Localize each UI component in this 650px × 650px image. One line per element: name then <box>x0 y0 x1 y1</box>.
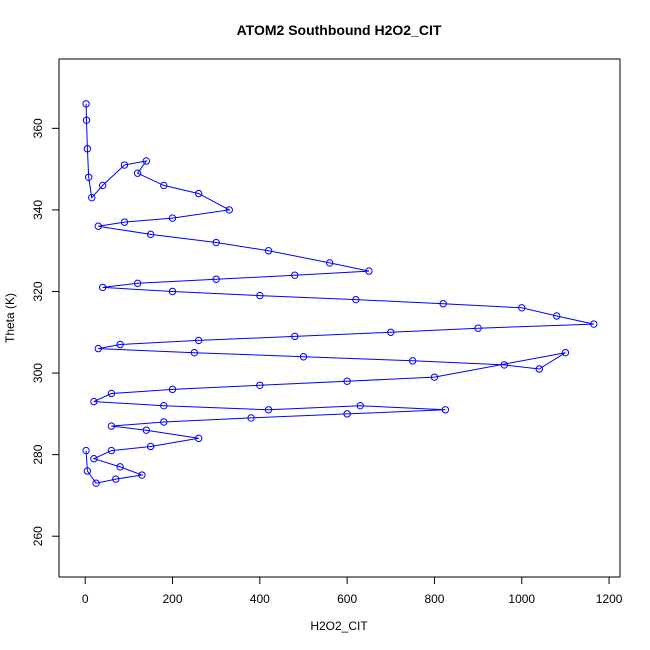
data-point <box>142 426 151 434</box>
data-point <box>225 206 233 214</box>
y-tick-label: 360 <box>31 118 45 138</box>
data-point <box>535 365 543 373</box>
series-line <box>85 103 594 484</box>
data-point <box>356 401 364 410</box>
data-point <box>98 283 107 292</box>
data-point <box>343 410 351 418</box>
data-point <box>88 193 96 202</box>
data-point <box>552 312 561 320</box>
data-point <box>247 414 255 422</box>
data-point <box>116 340 124 349</box>
data-point <box>92 479 100 487</box>
x-tick-label: 0 <box>82 592 89 606</box>
data-point <box>190 348 199 357</box>
data-point <box>83 467 92 475</box>
data-point <box>83 145 92 153</box>
data-point <box>90 397 98 406</box>
y-tick-label: 260 <box>31 526 45 546</box>
data-point <box>590 320 598 328</box>
data-point <box>116 463 124 471</box>
y-axis: 260 280 300 320 340 360 <box>31 118 60 546</box>
y-tick-label: 320 <box>31 281 45 301</box>
data-point <box>256 381 264 389</box>
x-tick-label: 400 <box>250 592 270 606</box>
x-tick-label: 600 <box>337 592 357 606</box>
data-point <box>133 169 142 177</box>
x-axis-label: H2O2_CIT <box>310 619 368 633</box>
data-point <box>195 189 203 198</box>
data-point <box>168 385 177 394</box>
data-point <box>120 218 129 226</box>
x-tick-label: 1000 <box>508 592 535 606</box>
data-point <box>518 304 526 312</box>
data-point <box>84 173 93 181</box>
data-point <box>291 271 299 279</box>
y-tick-label: 280 <box>31 444 45 464</box>
data-point <box>325 259 334 267</box>
data-point <box>256 291 264 300</box>
data-point <box>160 418 168 426</box>
data-point <box>138 471 146 479</box>
data-point <box>408 357 417 365</box>
chart-title: ATOM2 Southbound H2O2_CIT <box>237 22 442 38</box>
data-point <box>107 389 116 398</box>
data-point <box>195 434 203 443</box>
data-point <box>107 446 116 455</box>
y-axis-label: Theta (K) <box>3 293 17 343</box>
data-point <box>94 222 102 230</box>
y-tick-label: 340 <box>31 200 45 220</box>
data-point <box>343 377 351 385</box>
data-point <box>146 230 155 239</box>
data-point <box>561 348 570 357</box>
data-point <box>160 401 168 410</box>
data-point <box>365 267 373 275</box>
data-point <box>90 455 98 463</box>
data-point <box>98 181 107 190</box>
data-point <box>107 422 116 430</box>
data-point <box>474 324 482 332</box>
data-point <box>291 332 299 341</box>
data-point <box>120 161 129 169</box>
data-point <box>195 336 203 345</box>
data-point <box>264 406 273 414</box>
x-axis: 0 200 400 600 800 1000 1200 <box>82 576 623 606</box>
data-point <box>299 353 308 361</box>
data-point <box>82 116 91 124</box>
x-tick-label: 200 <box>162 592 182 606</box>
data-point <box>212 238 220 247</box>
data-point <box>160 181 168 190</box>
data-point <box>439 300 447 308</box>
data-point <box>112 475 120 483</box>
x-tick-label: 1200 <box>596 592 623 606</box>
data-point <box>146 442 155 451</box>
data-point <box>264 247 273 255</box>
series-layer <box>82 100 598 487</box>
data-point <box>168 287 177 296</box>
data-point <box>142 157 151 165</box>
data-point <box>133 279 142 288</box>
data-point <box>82 100 90 108</box>
data-point <box>168 214 177 222</box>
data-point <box>352 295 360 304</box>
data-point <box>387 328 395 336</box>
data-point <box>441 406 450 414</box>
plot-area-frame <box>58 58 621 578</box>
data-point <box>94 344 102 353</box>
y-tick-label: 300 <box>31 363 45 383</box>
data-point <box>82 446 90 455</box>
data-point <box>212 275 220 283</box>
data-point <box>430 373 439 381</box>
data-point <box>500 361 509 369</box>
x-tick-label: 800 <box>424 592 444 606</box>
